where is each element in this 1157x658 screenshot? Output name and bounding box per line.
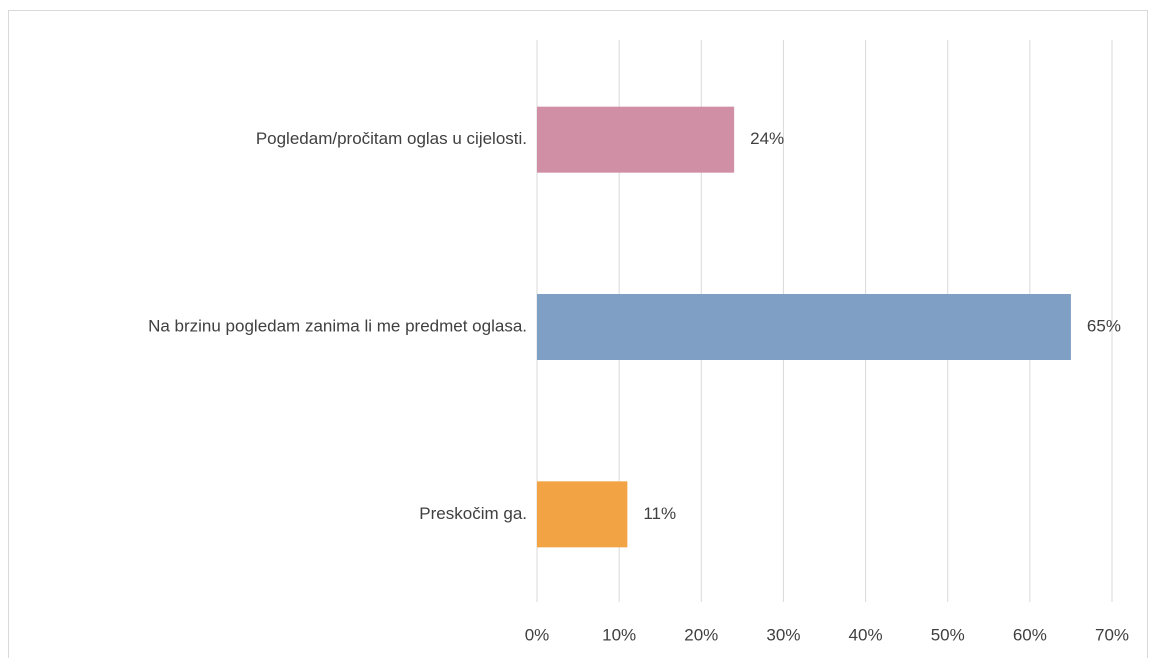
x-tick-label: 60%	[1013, 625, 1047, 644]
x-tick-label: 70%	[1095, 625, 1129, 644]
data-label: 11%	[643, 504, 676, 523]
bar	[537, 106, 735, 173]
data-label: 65%	[1087, 316, 1121, 335]
y-tick-label: Preskočim ga.	[419, 504, 527, 523]
y-tick-label: Pogledam/pročitam oglas u cijelosti.	[256, 129, 527, 148]
x-tick-label: 10%	[602, 625, 636, 644]
bar	[537, 294, 1071, 360]
y-tick-label: Na brzinu pogledam zanima li me predmet …	[148, 316, 527, 335]
x-tick-label: 40%	[849, 625, 883, 644]
x-tick-label: 0%	[525, 625, 550, 644]
x-tick-label: 20%	[684, 625, 718, 644]
bar	[537, 481, 628, 548]
data-label: 24%	[750, 129, 784, 148]
x-tick-label: 30%	[766, 625, 800, 644]
chart-frame	[8, 10, 1148, 658]
x-tick-label: 50%	[931, 625, 965, 644]
